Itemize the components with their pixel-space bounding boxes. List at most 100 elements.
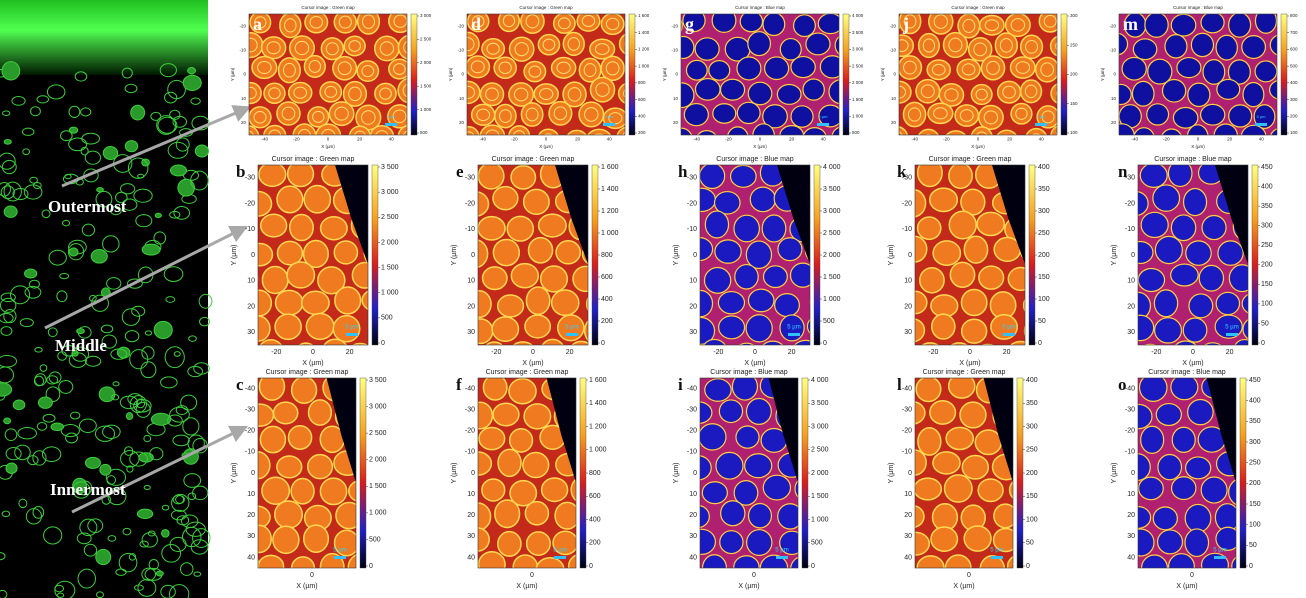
x-tick-label: -20 [271, 349, 281, 356]
y-tick-label: -10 [902, 226, 912, 233]
colorbar-label: 100 [1070, 130, 1078, 135]
cell [497, 0, 520, 16]
scale-label: 5 µm [819, 114, 829, 119]
colorbar-label: 200 [1290, 113, 1298, 118]
cell [480, 83, 503, 106]
x-axis-label: X (µm) [321, 144, 335, 149]
cell [885, 127, 907, 148]
cell [961, 289, 986, 315]
colorbar-label: 2 500 [823, 230, 841, 237]
colorbar-label: 2 500 [420, 37, 432, 42]
cell [684, 104, 708, 126]
y-tick-label: 10 [689, 491, 697, 498]
cell [820, 56, 844, 78]
cell-ring [1071, 0, 1084, 9]
cell [351, 351, 374, 377]
cell [563, 32, 584, 55]
scale-bar [817, 123, 829, 126]
x-tick-label: 0 [968, 349, 972, 356]
cell [1177, 58, 1201, 78]
cell [672, 141, 697, 164]
y-tick-label: 20 [689, 303, 697, 310]
x-axis-label: X (µm) [971, 144, 985, 149]
cell [673, 349, 698, 373]
cell [731, 165, 757, 187]
cell [1122, 57, 1146, 80]
colorbar-label: 3 000 [369, 403, 387, 410]
colorbar-label: 0 [823, 340, 827, 347]
cell [290, 215, 314, 241]
colorbar-label: 1 600 [589, 377, 607, 384]
y-axis-label: Y (µm) [231, 244, 238, 265]
colorbar-label: 200 [1249, 480, 1261, 487]
colorbar-label: 3 500 [811, 400, 829, 407]
y-tick-label: -30 [902, 175, 912, 182]
cell [277, 186, 303, 213]
x-tick-label: -20 [1163, 137, 1170, 142]
cell [1125, 454, 1150, 481]
scale-bar [1226, 333, 1238, 336]
cell [918, 159, 942, 187]
colorbar-label: 500 [811, 540, 823, 547]
cell [262, 267, 288, 294]
colorbar [814, 165, 820, 345]
cell [671, 338, 697, 365]
x-axis-label: X (µm) [953, 583, 974, 590]
colorbar-label: 100 [1038, 296, 1050, 303]
map-title: Cursor image : Green map [266, 369, 349, 376]
cell [274, 0, 299, 14]
cell [685, 456, 711, 480]
cell [1255, 61, 1277, 82]
cell [700, 163, 725, 188]
cell [1133, 39, 1156, 60]
cell-ring [882, 0, 895, 4]
x-axis-label: X (µm) [302, 360, 323, 367]
colorbar-label: 800 [1290, 13, 1298, 18]
cell [521, 103, 542, 126]
cell [1247, 528, 1271, 554]
cell-outline [4, 139, 11, 144]
cell [414, 0, 438, 11]
colorbar-label: 1 000 [601, 230, 619, 237]
y-tick-label: 20 [247, 512, 255, 519]
cell [905, 582, 930, 598]
scale-label: 5 µm [333, 548, 346, 554]
cell [658, 14, 682, 37]
cell [388, 0, 412, 11]
cell [375, 36, 399, 60]
cell-outline [155, 213, 161, 217]
scale-bar [776, 556, 788, 559]
cell [482, 39, 504, 59]
cell [247, 583, 271, 598]
colorbar-label: 450 [1261, 164, 1273, 171]
colorbar-label: 500 [381, 315, 393, 322]
y-tick-label: 20 [241, 120, 247, 125]
colorbar-label: 150 [1261, 281, 1273, 288]
cell-ring [890, 131, 902, 142]
panel-letter: m [1123, 14, 1138, 34]
cell [492, 317, 518, 341]
y-tick-label: -30 [687, 407, 697, 414]
cell [1040, 340, 1066, 363]
x-tick-label: 20 [1227, 137, 1233, 142]
cell [748, 82, 772, 105]
cell [1094, 58, 1117, 83]
cell [1186, 457, 1211, 479]
colorbar-label: 350 [1038, 186, 1050, 193]
x-tick-label: -40 [694, 137, 701, 142]
cell [556, 454, 580, 476]
cell [964, 526, 991, 551]
cell [279, 58, 301, 83]
cell [791, 263, 815, 287]
colorbar-label: 2 500 [852, 63, 864, 68]
cell-outline [91, 249, 107, 263]
x-tick-label: 20 [788, 349, 796, 356]
colorbar-label: 0 [1261, 340, 1265, 347]
y-tick-label: -20 [687, 200, 697, 207]
cell [930, 580, 956, 598]
x-tick-label: 20 [1003, 349, 1011, 356]
cell-outline [154, 321, 172, 338]
cell [507, 216, 533, 241]
cell-ring [242, 131, 254, 143]
cell-ring [362, 0, 374, 7]
